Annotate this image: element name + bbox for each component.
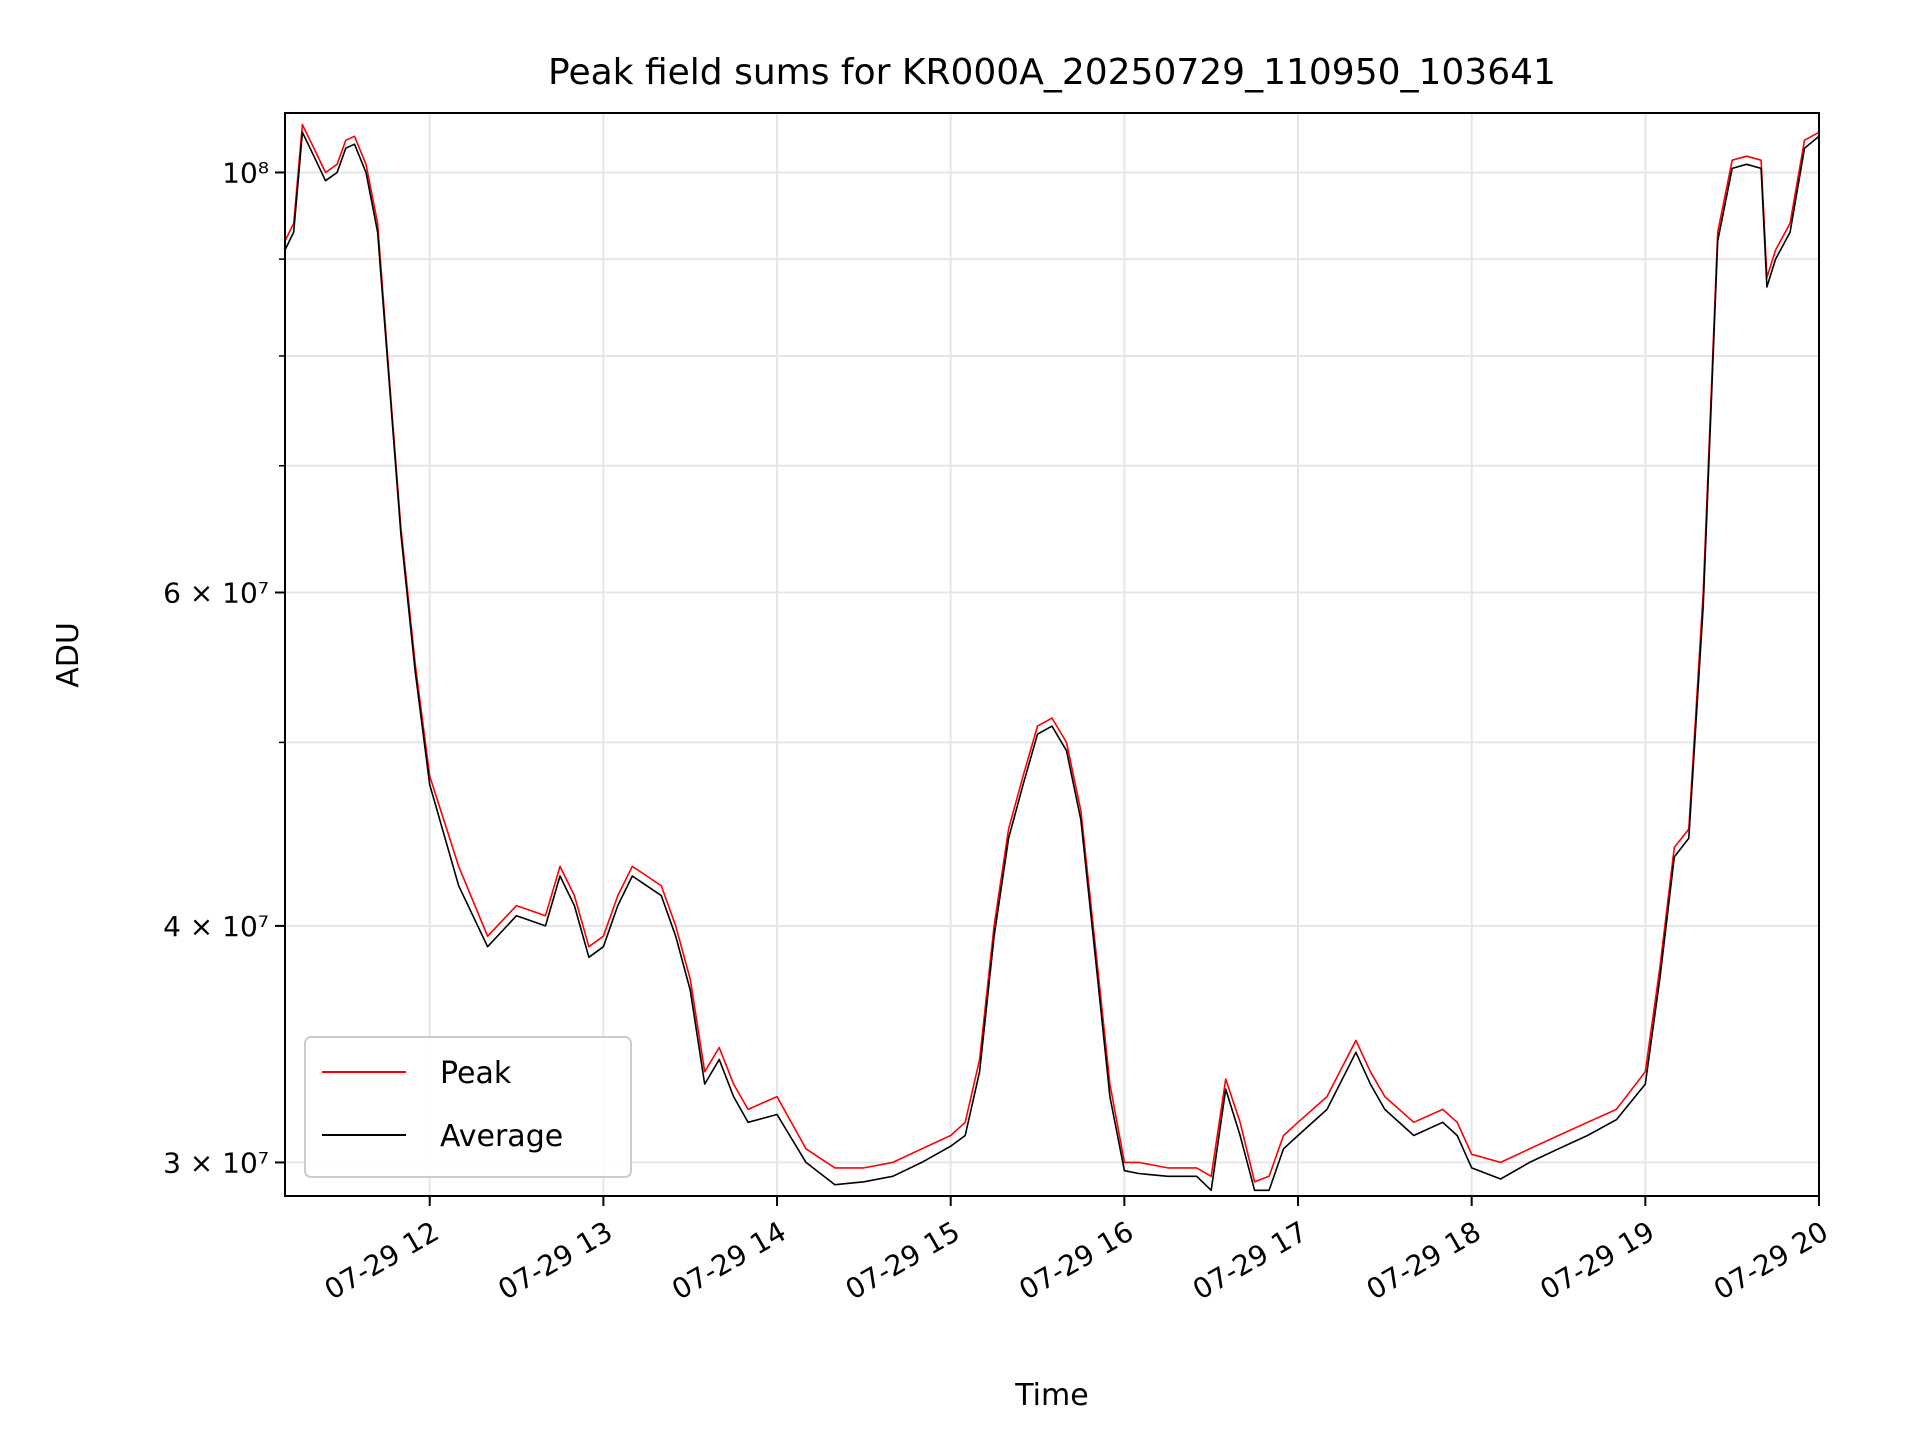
legend-peak-label: Peak [440,1056,512,1091]
peak-series-line [284,123,1820,1183]
series-layer [284,123,1820,1192]
y-tick-label: 3 × 10⁷ [163,1146,269,1179]
x-axis-label: Time [1014,1378,1088,1413]
chart-title: Peak field sums for KR000A_20250729_1109… [548,52,1556,93]
y-axis-ticks: 3 × 10⁷ 4 × 10⁷ 6 × 10⁷ 10⁸ [163,156,285,1179]
average-series-line [284,131,1820,1192]
y-tick-label: 6 × 10⁷ [163,576,269,609]
y-tick-label: 10⁸ [222,156,269,189]
y-axis-label: ADU [51,622,86,688]
plot-frame [284,112,1820,1197]
legend: Peak Average [304,1036,632,1178]
legend-average-label: Average [440,1119,563,1154]
y-tick-label: 4 × 10⁷ [163,910,269,943]
